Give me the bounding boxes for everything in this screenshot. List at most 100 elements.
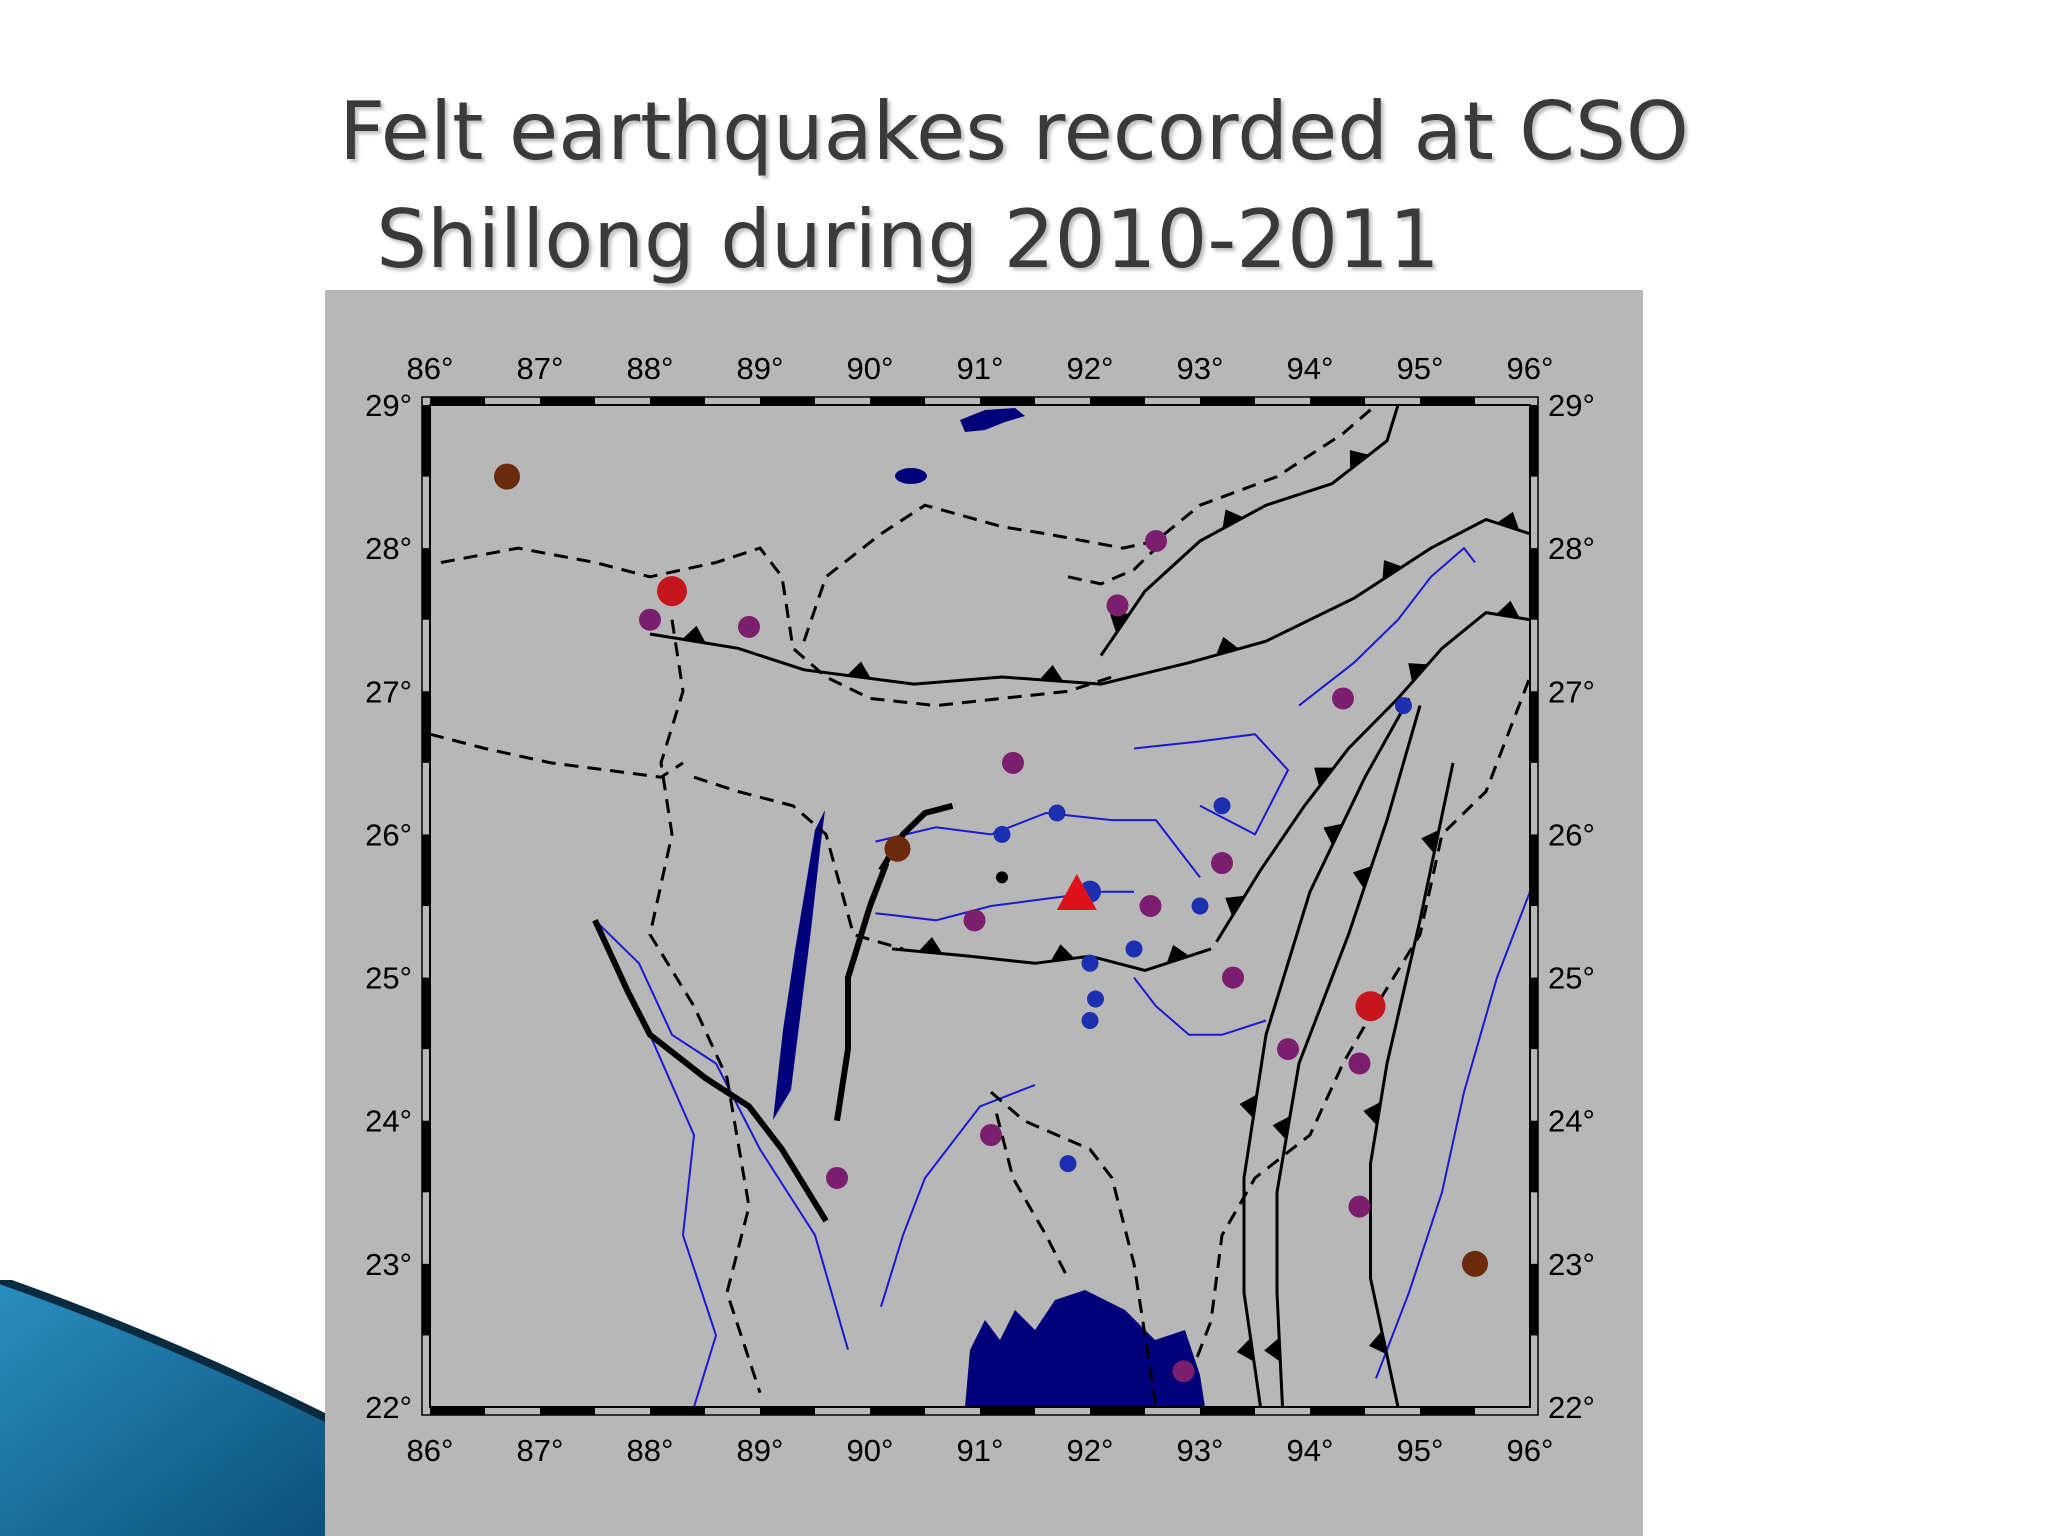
frame-scale-left (422, 1120, 430, 1193)
frame-scale-top (760, 397, 815, 405)
earthquake-marker (993, 825, 1011, 843)
frame-scale-right (1530, 977, 1538, 1050)
political-boundary (1067, 547, 1158, 586)
earthquake-marker (1125, 940, 1143, 958)
frame-scale-bottom (650, 1407, 705, 1415)
slide-title: Felt earthquakes recorded at CSO Shillon… (0, 78, 2048, 294)
title-line-1: Felt earthquakes recorded at CSO (339, 85, 1689, 178)
river-line (1298, 546, 1476, 707)
seismicity-map: 86° 86° 87° 87° 88° 88° 89° 89° 90° 90° 91° 91° 92° 9… (325, 290, 1643, 1536)
lat-tick-right: 22° (1548, 1390, 1595, 1425)
thrust-fault (1099, 404, 1400, 657)
title-line-2: Shillong during 2010-2011 (376, 193, 1440, 286)
lat-tick-left: 28° (365, 531, 412, 566)
thrust-fault (1215, 611, 1531, 943)
frame-scale-right (1530, 834, 1538, 906)
frame-scale-right (1530, 691, 1538, 763)
thrust-triangle (1421, 829, 1439, 854)
frame-scale-top (650, 397, 705, 405)
earthquake-marker (1139, 895, 1162, 917)
thrust-triangle (1382, 560, 1403, 580)
frame-scale-bottom (540, 1407, 595, 1415)
frame-scale-bottom (980, 1407, 1035, 1415)
river-line (1375, 891, 1531, 1379)
thrust-triangle (1349, 449, 1369, 470)
thrust-triangle (1225, 895, 1245, 917)
earthquake-marker (738, 615, 760, 638)
frame-scale-bottom (1090, 1407, 1145, 1415)
lon-tick-bottom: 92° (1067, 1433, 1114, 1468)
frame-scale-left (422, 1263, 430, 1336)
lon-tick-bottom: 91° (957, 1433, 1004, 1468)
earthquake-marker (1002, 751, 1024, 774)
earthquake-marker (980, 1124, 1002, 1147)
lon-tick-top: 88° (627, 351, 674, 386)
frame-scale-right (1530, 1120, 1538, 1193)
political-boundary (440, 546, 1113, 708)
lon-tick-bottom: 96° (1507, 1433, 1554, 1468)
frame-scale-top (1090, 397, 1145, 405)
lat-tick-left: 27° (365, 674, 412, 709)
political-boundary (648, 619, 762, 1394)
frame-scale-top (1200, 397, 1255, 405)
lon-tick-bottom: 95° (1397, 1433, 1444, 1468)
thrust-triangle (1496, 511, 1520, 531)
thrust-triangle (1408, 663, 1428, 683)
thrust-fault (1242, 697, 1411, 1408)
thrust-triangle (1222, 509, 1244, 529)
thrust-triangle (1496, 600, 1520, 619)
frame-scale-left (422, 405, 430, 477)
lon-tick-bottom: 86° (407, 1433, 454, 1468)
lat-tick-left: 22° (365, 1390, 412, 1425)
earthquake-marker (1213, 797, 1231, 815)
thrust-triangle (847, 661, 871, 679)
frame-scale-top (540, 397, 595, 405)
lon-tick-bottom: 93° (1177, 1433, 1224, 1468)
thrust-triangle (1272, 1116, 1291, 1140)
frame-scale-left (422, 977, 430, 1050)
earthquake-marker (826, 1166, 848, 1189)
lon-tick-bottom: 94° (1287, 1433, 1334, 1468)
lon-tick-top: 95° (1397, 351, 1444, 386)
thrust-triangle (1236, 1337, 1254, 1362)
frame-scale-bottom (1420, 1407, 1475, 1415)
station-triangle (1056, 873, 1097, 910)
earthquake-marker (1348, 1052, 1371, 1075)
frame-scale-right (1530, 548, 1538, 620)
thrust-fault (891, 947, 1212, 972)
earthquake-marker (1172, 1360, 1195, 1383)
lat-tick-right: 23° (1548, 1247, 1595, 1282)
frame-scale-top (430, 397, 485, 405)
frame-scale-bottom (1200, 1407, 1255, 1415)
coastline (834, 862, 890, 1122)
lat-tick-right: 24° (1548, 1104, 1595, 1139)
thrust-triangle (1264, 1337, 1281, 1362)
frame-scale-bottom (760, 1407, 815, 1415)
river-line (1133, 976, 1267, 1036)
thrust-triangle (1239, 1094, 1257, 1119)
corner-decoration (0, 1280, 340, 1536)
thrust-triangle (1314, 767, 1334, 787)
political-boundary (1187, 676, 1532, 1379)
thrust-triangle (1039, 664, 1064, 682)
river-line (880, 1083, 1036, 1308)
lake-yamdrok (895, 468, 927, 484)
coastline (592, 919, 829, 1223)
thrust-triangle (1215, 636, 1240, 656)
earthquake-marker (494, 463, 520, 490)
lon-tick-top: 93° (1177, 351, 1224, 386)
earthquake-marker (1191, 897, 1209, 915)
lon-tick-top: 87° (517, 351, 564, 386)
earthquake-marker (1332, 687, 1354, 710)
frame-scale-bottom (1310, 1407, 1365, 1415)
frame-scale-top (980, 397, 1035, 405)
thrust-triangle (1323, 823, 1343, 846)
river-line (1133, 733, 1290, 836)
bay-of-bengal (965, 1290, 1205, 1407)
thrust-fault (649, 517, 1531, 686)
earthquake-marker (1081, 1012, 1099, 1030)
lon-tick-top: 92° (1067, 351, 1114, 386)
lat-tick-right: 25° (1548, 961, 1595, 996)
lon-tick-top: 90° (847, 351, 894, 386)
lon-tick-bottom: 90° (847, 1433, 894, 1468)
